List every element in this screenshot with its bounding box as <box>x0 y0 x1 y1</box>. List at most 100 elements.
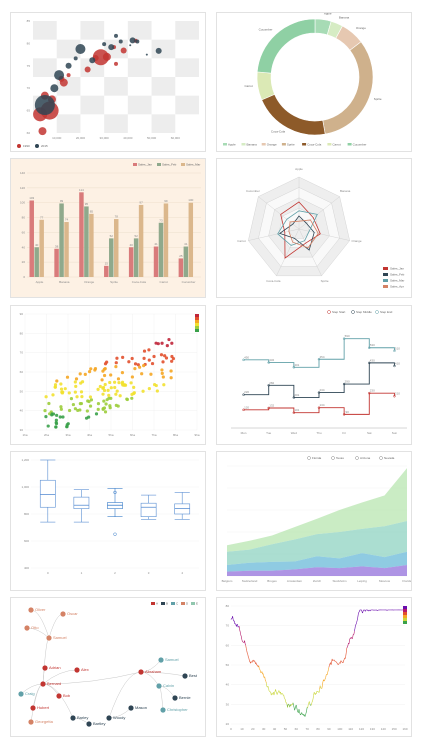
trace-segment <box>345 647 348 653</box>
trace-segment <box>245 645 247 649</box>
trace-segment <box>335 660 337 662</box>
radar-indicator-label: Cucumber <box>246 189 260 193</box>
scatter-point <box>96 387 100 392</box>
graph-node-label: Best <box>189 673 198 678</box>
scatter-point <box>67 391 71 395</box>
y-tick-label: 60 <box>22 230 26 234</box>
trace-segment <box>259 668 261 670</box>
trace-segment <box>274 691 276 693</box>
legend-marker <box>181 602 185 605</box>
x-tick-label: Orange <box>84 280 94 284</box>
scatter-point <box>67 408 72 413</box>
bar-value-label: 15 <box>105 261 109 265</box>
legend-label: Step End <box>380 310 393 314</box>
scatter-point <box>73 380 77 384</box>
trace-segment <box>265 681 267 684</box>
trace-segment <box>268 687 270 692</box>
legend-marker <box>223 143 227 146</box>
bar <box>163 203 169 277</box>
scatter-point <box>117 381 121 385</box>
scatter-point <box>107 393 111 398</box>
area-series <box>227 564 407 576</box>
trace-segment <box>267 686 269 688</box>
scatter-point <box>132 385 136 389</box>
y-tick-label: 600 <box>24 539 29 543</box>
scatter-point <box>142 349 147 353</box>
radar-series <box>278 215 315 251</box>
x-tick-label: Carrot <box>160 280 169 284</box>
scatter-point <box>159 353 164 357</box>
legend-label: C <box>176 602 179 606</box>
graph-node-label: Mason <box>135 705 147 710</box>
visualmap-swatch <box>195 329 199 332</box>
slice-label: Banana <box>339 16 350 20</box>
scatter-point <box>130 396 134 400</box>
scatter-point <box>114 365 118 369</box>
y-tick-label: 70 <box>20 351 24 355</box>
x-tick-label: 6ha <box>130 433 135 437</box>
legend-label: D <box>186 602 189 606</box>
grid-cell <box>175 58 199 77</box>
grid-cell <box>104 114 128 133</box>
x-tick-label: 30 <box>262 727 266 731</box>
legend-marker <box>241 143 246 146</box>
graph-node <box>156 683 162 689</box>
scatter-point <box>74 377 79 381</box>
y-tick-label: 80 <box>22 216 26 220</box>
trace-segment <box>260 671 262 674</box>
trace-segment <box>300 713 302 716</box>
scatter-point <box>55 413 59 417</box>
slice-label: Orange <box>356 26 366 30</box>
bar <box>39 219 44 277</box>
trace-segment <box>246 650 248 654</box>
scatter-point <box>89 367 93 371</box>
bubble-point <box>114 33 118 38</box>
y-tick-label: 80 <box>226 604 230 608</box>
radar-chart: Apple Banana Orange Sprite Coca-Cola Carrot Cu… <box>237 167 405 289</box>
trace-segment <box>250 661 252 663</box>
trace-segment <box>352 633 354 637</box>
trace-segment <box>354 628 356 632</box>
x-tick-label: 0 <box>230 727 232 731</box>
scatter-point <box>51 393 55 397</box>
y-tick-label: 800 <box>24 512 29 516</box>
x-tick-label: 9ha <box>194 433 199 437</box>
y-tick-label: 40 <box>20 409 24 413</box>
x-tick-label: Sprite <box>110 280 118 284</box>
legend-label: Sales_Feb <box>390 273 405 277</box>
grid-cell <box>151 77 176 96</box>
legend-label: Step Middle <box>356 310 372 314</box>
legend-label: Apple <box>228 143 236 147</box>
grid-cell <box>104 77 128 96</box>
bar-value-label: 40 <box>35 243 39 247</box>
trace-segment <box>237 624 239 628</box>
bar-value-label: 73 <box>159 218 163 222</box>
scatter-point <box>44 415 48 419</box>
graph-node <box>158 657 164 663</box>
scatter-point <box>87 415 91 419</box>
trace-segment <box>353 631 355 635</box>
legend-label: Sales_Feb <box>162 163 177 167</box>
legend-marker <box>161 602 165 605</box>
scatter-point <box>150 361 155 366</box>
graph-node <box>138 669 144 675</box>
y-tick-label: 30 <box>20 428 24 432</box>
x-tick-label: Wed <box>291 431 297 435</box>
scatter-point <box>113 385 117 390</box>
trace-segment <box>284 697 286 699</box>
trace-segment <box>359 609 361 612</box>
grid-cell <box>175 95 199 115</box>
scatter-point <box>96 401 101 406</box>
grid-cell <box>80 21 105 40</box>
legend-marker <box>157 163 161 166</box>
scatter-point <box>109 373 113 377</box>
legend-label: Cucumber <box>353 143 367 147</box>
bar-value-label: 99 <box>60 199 64 203</box>
bar <box>138 204 144 277</box>
x-tick-label: Apple <box>36 280 44 284</box>
scatter-point <box>169 369 173 373</box>
trace-segment <box>307 704 309 708</box>
scatter-point <box>79 401 84 406</box>
legend-marker <box>375 310 379 314</box>
slice-label: Cucumber <box>259 28 273 32</box>
